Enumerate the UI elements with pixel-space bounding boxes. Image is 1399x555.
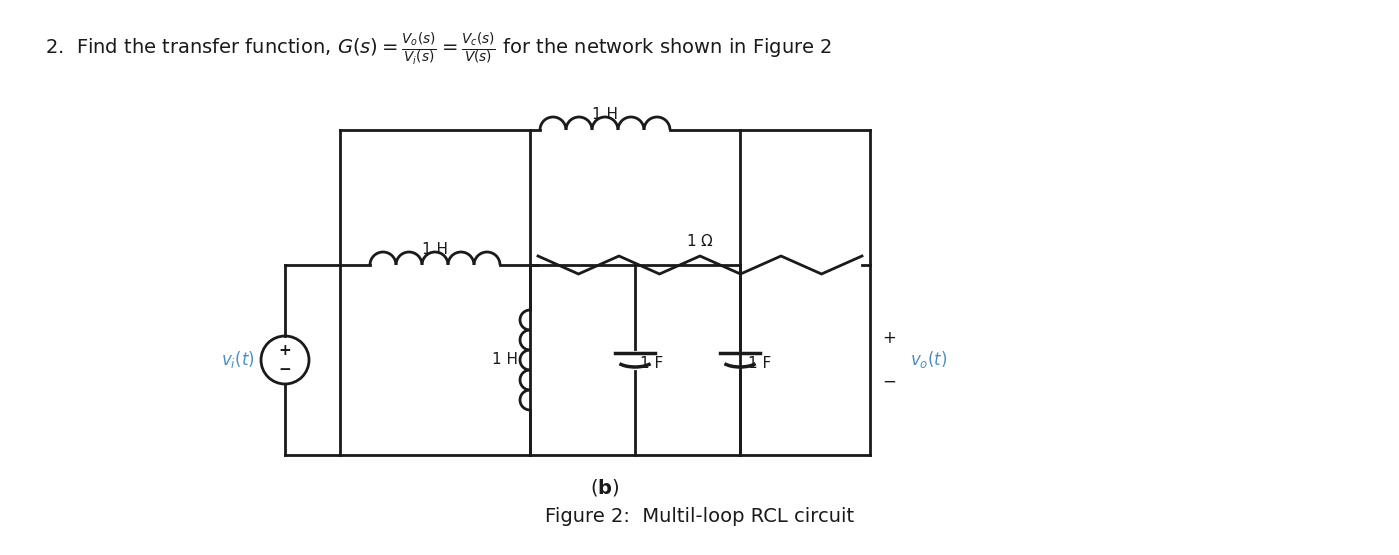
Text: 1 F: 1 F: [639, 356, 663, 371]
Text: 1 H: 1 H: [592, 107, 618, 122]
Text: 1 F: 1 F: [748, 356, 771, 371]
Text: 2.  Find the transfer function, $G(s) = \frac{V_o(s)}{V_i(s)} = \frac{V_c(s)}{V(: 2. Find the transfer function, $G(s) = \…: [45, 30, 832, 67]
Text: −: −: [278, 362, 291, 377]
Text: Figure 2:  Multil-loop RCL circuit: Figure 2: Multil-loop RCL circuit: [546, 507, 853, 527]
Text: 1 H: 1 H: [422, 242, 448, 257]
Text: +: +: [881, 329, 895, 347]
Text: 1 H: 1 H: [492, 352, 518, 367]
Text: 1 $\Omega$: 1 $\Omega$: [686, 233, 713, 249]
Text: ($\mathbf{b}$): ($\mathbf{b}$): [590, 477, 620, 498]
Text: $v_i(t)$: $v_i(t)$: [221, 350, 255, 371]
Text: $v_o(t)$: $v_o(t)$: [909, 350, 947, 371]
Text: −: −: [881, 373, 895, 391]
Text: +: +: [278, 344, 291, 359]
